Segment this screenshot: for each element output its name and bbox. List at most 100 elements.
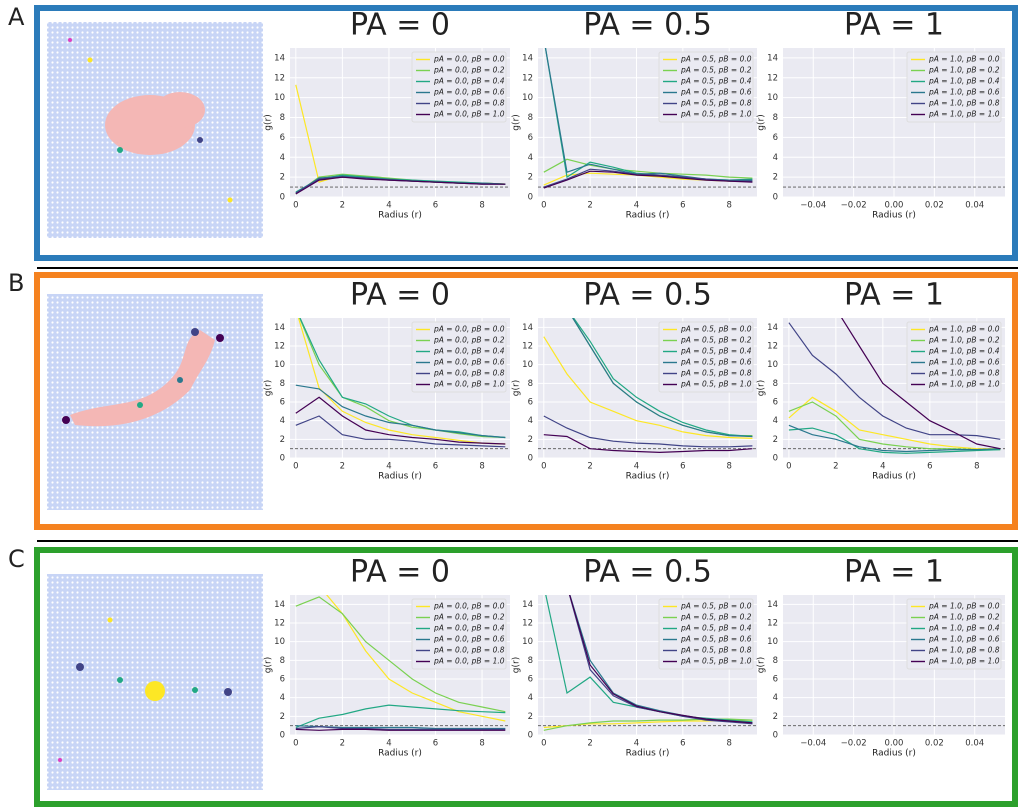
- x-tick-label: 0: [541, 739, 546, 749]
- x-tick-label: 6: [680, 462, 685, 472]
- y-tick-label: 12: [522, 619, 533, 629]
- y-tick-label: 8: [280, 113, 285, 123]
- legend-label: pA = 0.5, pB = 1.0: [680, 657, 752, 666]
- legend-label: pA = 1.0, pB = 0.8: [928, 369, 1000, 378]
- x-tick-label: 4: [386, 462, 391, 472]
- legend-label: pA = 0.0, pB = 1.0: [433, 657, 505, 666]
- x-axis-label: Radius (r): [378, 211, 422, 221]
- y-tick-label: 2: [773, 173, 778, 183]
- y-tick-label: 10: [274, 360, 285, 370]
- y-tick-label: 8: [528, 113, 533, 123]
- x-tick-label: 8: [974, 462, 979, 472]
- chart-title: PA = 0: [350, 555, 450, 590]
- legend-label: pA = 0.5, pB = 0.8: [680, 646, 752, 655]
- y-tick-label: 6: [528, 675, 533, 685]
- y-tick-label: 6: [528, 133, 533, 143]
- y-axis-label: g(r): [757, 380, 767, 396]
- y-tick-label: 14: [274, 323, 285, 333]
- x-tick-label: 6: [433, 739, 438, 749]
- y-tick-label: 4: [773, 153, 778, 163]
- y-tick-label: 0: [280, 731, 285, 741]
- y-axis-label: g(r): [757, 657, 767, 673]
- legend-label: pA = 1.0, pB = 0.4: [928, 624, 1000, 633]
- y-tick-label: 0: [280, 454, 285, 464]
- legend-label: pA = 1.0, pB = 0.2: [928, 66, 1000, 75]
- y-tick-label: 10: [522, 637, 533, 647]
- y-tick-label: 4: [773, 693, 778, 703]
- legend-label: pA = 0.0, pB = 0.8: [433, 99, 505, 108]
- legend-label: pA = 0.0, pB = 0.2: [433, 336, 505, 345]
- x-tick-label: 8: [479, 739, 484, 749]
- x-tick-label: 6: [433, 462, 438, 472]
- x-tick-label: 0.02: [925, 739, 944, 749]
- legend-label: pA = 1.0, pB = 0.6: [928, 358, 1000, 367]
- y-tick-label: 10: [274, 637, 285, 647]
- legend-label: pA = 0.0, pB = 0.0: [433, 602, 505, 611]
- legend-label: pA = 1.0, pB = 1.0: [928, 110, 1000, 119]
- legend-label: pA = 0.5, pB = 0.2: [680, 66, 752, 75]
- legend-label: pA = 0.0, pB = 0.0: [433, 325, 505, 334]
- y-axis-label: g(r): [512, 114, 522, 130]
- simulation-image: [47, 294, 263, 510]
- x-tick-label: 8: [726, 739, 731, 749]
- panel-label: A: [8, 3, 25, 31]
- y-tick-label: 0: [528, 454, 533, 464]
- chart-title: PA = 0: [350, 8, 450, 43]
- y-tick-label: 2: [528, 712, 533, 722]
- y-tick-label: 4: [280, 693, 285, 703]
- y-tick-label: 8: [528, 379, 533, 389]
- y-tick-label: 14: [522, 600, 533, 610]
- y-tick-label: 4: [528, 416, 533, 426]
- y-axis-label: g(r): [264, 114, 274, 130]
- x-tick-label: 0: [293, 201, 298, 211]
- legend-label: pA = 1.0, pB = 0.6: [928, 635, 1000, 644]
- y-axis-label: g(r): [264, 380, 274, 396]
- y-tick-label: 10: [767, 637, 778, 647]
- legend-label: pA = 1.0, pB = 1.0: [928, 380, 1000, 389]
- y-tick-label: 12: [274, 73, 285, 83]
- chart-title: PA = 1: [844, 555, 944, 590]
- y-tick-label: 6: [773, 133, 778, 143]
- y-tick-label: 4: [528, 153, 533, 163]
- y-tick-label: 6: [773, 398, 778, 408]
- legend-label: pA = 0.0, pB = 0.8: [433, 646, 505, 655]
- x-axis-label: Radius (r): [872, 211, 916, 221]
- y-tick-label: 2: [280, 173, 285, 183]
- y-tick-label: 12: [767, 342, 778, 352]
- x-tick-label: 2: [587, 462, 592, 472]
- x-tick-label: 6: [680, 201, 685, 211]
- simulation-image: [47, 574, 263, 790]
- y-tick-label: 6: [280, 398, 285, 408]
- chart-title: PA = 0.5: [583, 8, 712, 43]
- chart-title: PA = 1: [844, 8, 944, 43]
- x-tick-label: 2: [587, 201, 592, 211]
- y-tick-label: 2: [280, 712, 285, 722]
- chart-title: PA = 0.5: [583, 555, 712, 590]
- legend-label: pA = 0.0, pB = 0.4: [433, 624, 505, 633]
- x-axis-label: Radius (r): [626, 211, 670, 221]
- y-tick-label: 12: [274, 342, 285, 352]
- x-tick-label: 4: [880, 462, 885, 472]
- x-tick-label: 4: [634, 462, 639, 472]
- legend-label: pA = 0.0, pB = 0.0: [433, 55, 505, 64]
- y-tick-label: 4: [528, 693, 533, 703]
- legend-label: pA = 0.0, pB = 0.2: [433, 613, 505, 622]
- legend-label: pA = 0.5, pB = 1.0: [680, 380, 752, 389]
- legend-label: pA = 0.5, pB = 0.6: [680, 635, 752, 644]
- legend-label: pA = 0.5, pB = 0.2: [680, 613, 752, 622]
- y-axis-label: g(r): [512, 657, 522, 673]
- x-tick-label: 6: [927, 462, 932, 472]
- legend-label: pA = 1.0, pB = 0.0: [928, 602, 1000, 611]
- x-tick-label: 4: [386, 201, 391, 211]
- y-tick-label: 0: [528, 731, 533, 741]
- y-tick-label: 12: [767, 619, 778, 629]
- figure: ABC0246810121402468Radius (r)g(r)PA = 0p…: [0, 0, 1024, 808]
- simulation-image: [47, 22, 263, 238]
- y-tick-label: 10: [274, 93, 285, 103]
- y-tick-label: 6: [528, 398, 533, 408]
- x-tick-label: 0: [541, 462, 546, 472]
- legend-label: pA = 1.0, pB = 0.6: [928, 88, 1000, 97]
- legend-label: pA = 0.0, pB = 0.6: [433, 358, 505, 367]
- y-tick-label: 8: [280, 379, 285, 389]
- y-tick-label: 12: [274, 619, 285, 629]
